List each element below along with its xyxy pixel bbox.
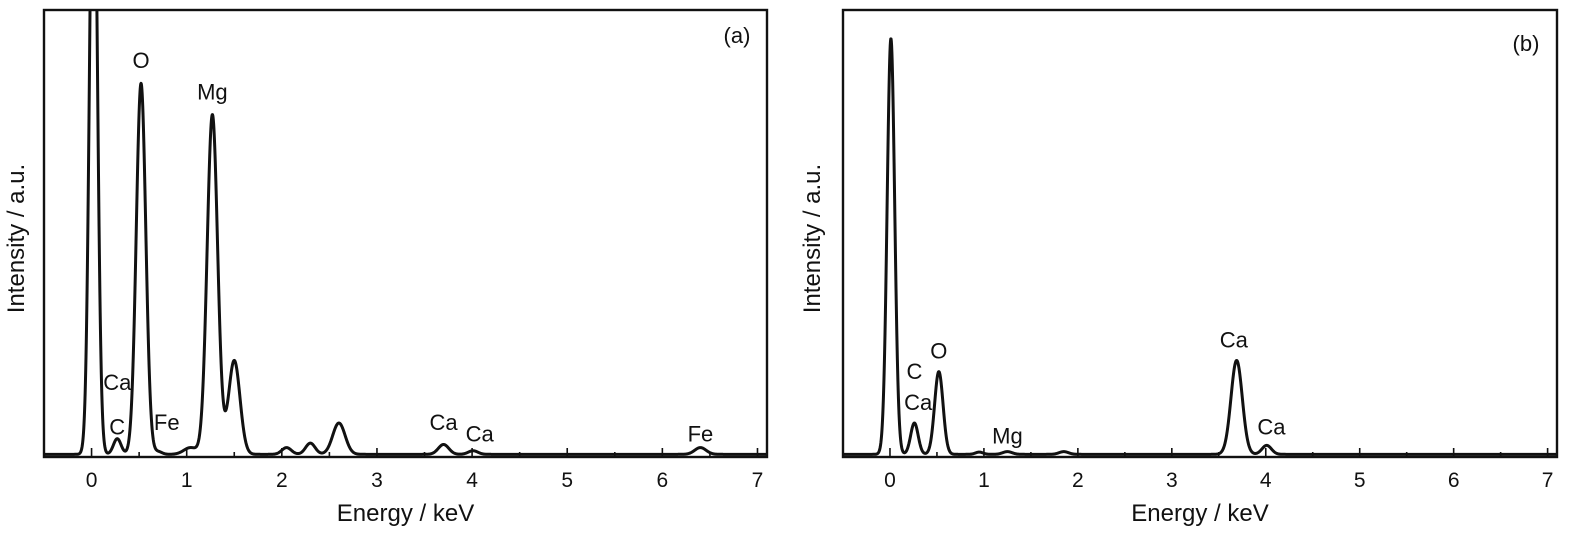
peak-label-o: O <box>132 48 149 73</box>
x-tick-label: 2 <box>1072 469 1084 492</box>
x-tick-label: 1 <box>978 469 990 492</box>
x-tick-label: 7 <box>1542 469 1554 492</box>
x-tick-label: 1 <box>181 469 193 492</box>
peak-label-o: O <box>930 339 947 364</box>
spectrum-line <box>44 10 767 456</box>
spectrum-line <box>843 37 1557 456</box>
peak-label-ca: Ca <box>1220 327 1249 352</box>
peak-label-ca: Ca <box>904 390 933 415</box>
x-tick-label: 2 <box>276 469 288 492</box>
plot-frame <box>841 8 1559 459</box>
peak-label-mg: Mg <box>992 424 1023 449</box>
peak-label-fe: Fe <box>688 421 714 446</box>
x-tick-label: 0 <box>884 469 896 492</box>
x-tick-label: 0 <box>86 469 98 492</box>
x-tick-label: 4 <box>1260 469 1272 492</box>
x-tick-label: 3 <box>1166 469 1178 492</box>
x-tick-label: 5 <box>561 469 573 492</box>
peak-label-c: C <box>906 359 922 384</box>
x-tick-label: 7 <box>752 469 764 492</box>
peak-label-fe: Fe <box>154 410 180 435</box>
x-axis-label: Energy / keV <box>1131 500 1268 527</box>
peak-label-mg: Mg <box>197 79 228 104</box>
y-axis-label: Intensity / a.u. <box>3 164 30 313</box>
y-axis-label: Intensity / a.u. <box>799 164 826 313</box>
peak-label-ca: Ca <box>466 421 495 446</box>
panel-b-chart: 0 1 2 3 4 5 6 7 Energy / keV Intensity / a.u. (b) O… <box>799 8 1559 527</box>
panel-label: (b) <box>1513 31 1540 56</box>
peak-label-ca: Ca <box>1257 415 1286 440</box>
x-tick-label: 5 <box>1354 469 1366 492</box>
x-tick-label: 6 <box>1448 469 1460 492</box>
plot-frame <box>42 8 769 459</box>
x-tick-label: 4 <box>466 469 478 492</box>
peak-label-c: C <box>109 415 125 440</box>
panel-a-chart: 0 1 2 3 4 5 6 7 Energy / keV Intensity / a.u. (a) O… <box>3 8 769 527</box>
x-axis-label: Energy / keV <box>337 500 474 527</box>
peak-label-ca: Ca <box>103 370 132 395</box>
panel-label: (a) <box>724 23 751 48</box>
x-tick-label: 3 <box>371 469 383 492</box>
peak-label-ca: Ca <box>429 410 458 435</box>
x-tick-label: 6 <box>657 469 669 492</box>
